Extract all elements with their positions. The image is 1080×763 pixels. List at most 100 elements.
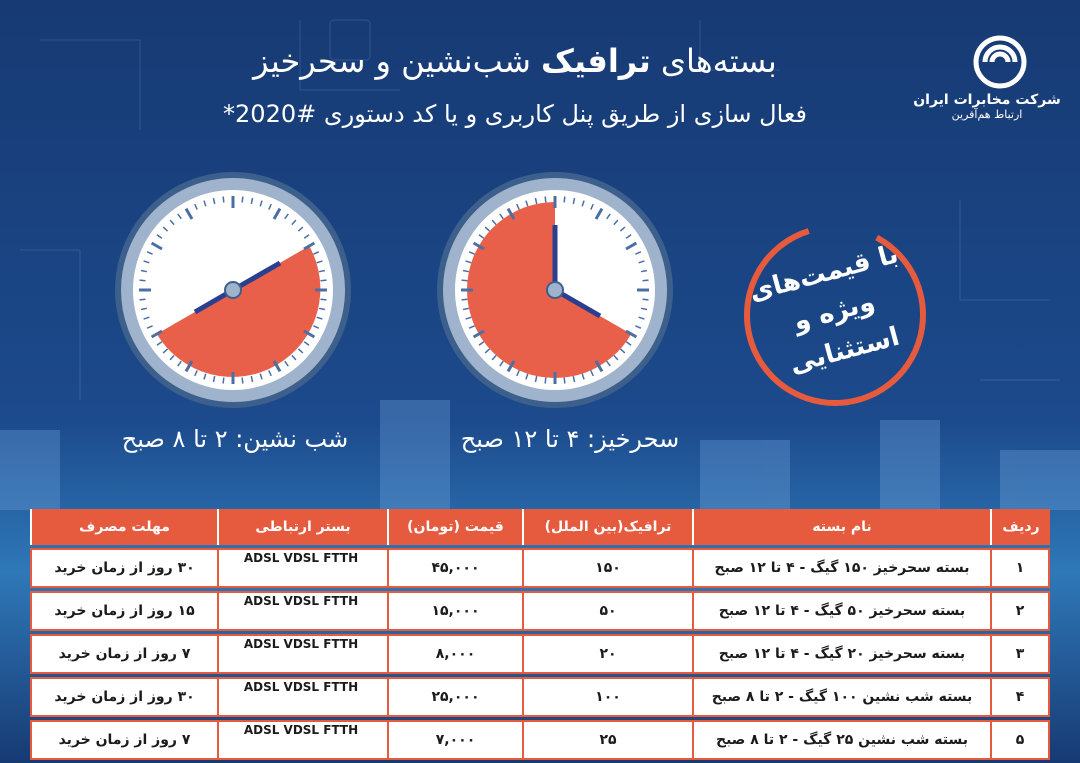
clock-tick [462, 307, 470, 311]
clock-tick [572, 197, 576, 205]
clock-tick [297, 226, 304, 232]
clock-tick [222, 196, 225, 203]
clock-tick [499, 213, 504, 220]
clock-tick [212, 375, 216, 383]
clock-tick [222, 377, 225, 384]
table-cell: ADSL VDSL FTTH [217, 720, 387, 760]
clock-tick [472, 241, 485, 251]
clock-tick [613, 354, 619, 361]
clock-tick [468, 251, 475, 255]
clock-tick [212, 197, 216, 205]
clock-tick [169, 219, 175, 226]
table-cell: بسته شب نشین ۲۵ گیگ - ۲ تا ۸ صبح [692, 720, 990, 760]
clock-tick [177, 213, 182, 220]
table-cell: ۲۵,۰۰۰ [387, 677, 522, 717]
header-cell: نام بسته [692, 509, 990, 545]
table-cell: بسته سحرخیز ۱۵۰ گیگ - ۴ تا ۱۲ صبح [692, 548, 990, 588]
clock-tick [581, 200, 585, 207]
clock-tick [313, 251, 320, 255]
table-row: ۵ بسته شب نشین ۲۵ گیگ - ۲ تا ۸ صبح ۲۵ ۷,۰۰۰… [30, 720, 1050, 760]
clock-tick [140, 269, 148, 273]
table-cell: ۱۵ روز از زمان خرید [30, 591, 217, 631]
table-cell: ۱۵,۰۰۰ [387, 591, 522, 631]
title: بسته‌های ترافیک شب‌نشین و سحرخیز [135, 42, 895, 80]
clock-tick [640, 307, 648, 311]
table-cell: ۱ [990, 548, 1050, 588]
clock-tick [146, 325, 153, 329]
clock-tick [162, 226, 169, 232]
clock-tick [303, 329, 316, 339]
table-cell: بسته شب نشین ۱۰۰ گیگ - ۲ تا ۸ صبح [692, 677, 990, 717]
clock-tick [506, 207, 516, 220]
clock-tick [150, 241, 163, 251]
clock-tick [194, 370, 198, 377]
clock-tick [291, 354, 297, 361]
clock-tick [544, 196, 547, 203]
clock-tick [184, 360, 194, 373]
clock-tick [594, 207, 604, 220]
logo-name: شرکت مخابرات ایران [913, 92, 1061, 108]
clock-tick [139, 298, 146, 301]
circuit-lines [20, 19, 1060, 400]
table-cell: ۱۵۰ [522, 548, 692, 588]
clock-tick [203, 200, 207, 207]
clock-tick [184, 207, 194, 220]
clock-tick [625, 329, 638, 339]
clock-tick [625, 241, 638, 251]
clock-tick [169, 354, 175, 361]
logo: شرکت مخابرات ایران ارتباط هم‌آفرین [912, 30, 1062, 121]
clock-tick [525, 200, 529, 207]
clock-tick [146, 251, 153, 255]
clock-tick [642, 298, 649, 301]
clock-tick [516, 370, 520, 377]
table-cell: ADSL VDSL FTTH [217, 634, 387, 674]
clock-tick [316, 260, 323, 264]
clock-tick [284, 360, 289, 367]
header-cell: قیمت (تومان) [387, 509, 522, 545]
header-cell: بستر ارتباطی [217, 509, 387, 545]
logo-slogan: ارتباط هم‌آفرین [951, 108, 1023, 121]
table-cell: ۲ [990, 591, 1050, 631]
clock-tick [313, 325, 320, 329]
clock-tick [156, 341, 163, 346]
table-row: ۳ بسته سحرخیز ۲۰ گیگ - ۴ تا ۱۲ صبح ۲۰ ۸,۰۰۰… [30, 634, 1050, 674]
clock-tick [594, 360, 604, 373]
table-cell: بسته سحرخیز ۵۰ گیگ - ۴ تا ۱۲ صبح [692, 591, 990, 631]
table-row: ۱ بسته سحرخیز ۱۵۰ گیگ - ۴ تا ۱۲ صبح ۱۵۰ ۴۵,… [30, 548, 1050, 588]
clock-tick [143, 260, 150, 264]
clock-tick [318, 307, 326, 311]
clock-tick [316, 316, 323, 320]
header-cell: مهلت مصرف [30, 509, 217, 545]
clock-tick [320, 279, 327, 282]
table-cell: ۲۵ [522, 720, 692, 760]
title-part: ترافیک [541, 42, 651, 80]
title-part: شب‌نشین و سحرخیز [253, 42, 531, 80]
clock-tick [506, 360, 516, 373]
clock-tick [284, 213, 289, 220]
clock-tick [318, 269, 326, 273]
clock-tick [525, 373, 529, 380]
table-cell: ۲۰ [522, 634, 692, 674]
table-cell: ۱۰۰ [522, 677, 692, 717]
table-cell: ۴۵,۰۰۰ [387, 548, 522, 588]
clock-tick [635, 251, 642, 255]
subtitle: فعال سازی از طریق پنل کاربری و یا کد دست… [223, 100, 807, 128]
clock-tick [484, 348, 491, 354]
clock-tick [465, 260, 472, 264]
clock-tick [303, 241, 316, 251]
clock-tick [478, 234, 485, 239]
table-cell: ۷ روز از زمان خرید [30, 634, 217, 674]
clock-tick [581, 373, 585, 380]
clock-tick [250, 197, 254, 205]
clock-tick [303, 234, 310, 239]
clock-tick [143, 316, 150, 320]
table-cell: بسته سحرخیز ۲۰ گیگ - ۴ تا ۱۲ صبح [692, 634, 990, 674]
clock-tick [297, 348, 304, 354]
clock-tick [162, 348, 169, 354]
packages-table: ردیف نام بسته ترافیک(بین الملل) قیمت (تومان… [30, 506, 1050, 763]
clock-tick [268, 370, 272, 377]
title-part: بسته‌های [660, 42, 777, 80]
table-cell: ۵۰ [522, 591, 692, 631]
